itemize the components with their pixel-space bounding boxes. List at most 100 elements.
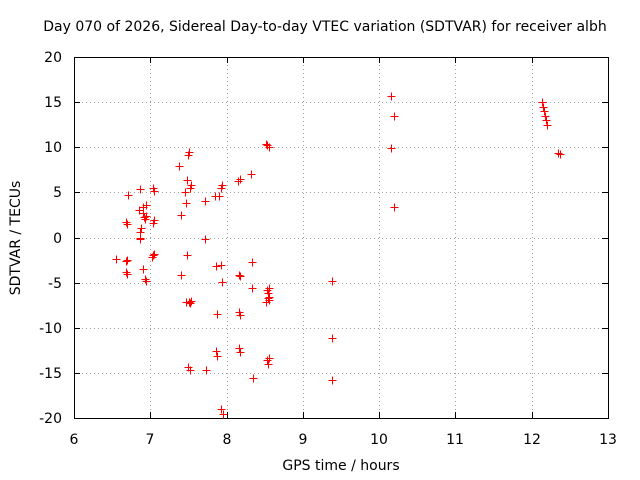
data-points (112, 92, 565, 419)
y-axis-title: SDTVAR / TECUs (8, 181, 24, 296)
data-point (556, 150, 565, 159)
data-point (142, 277, 151, 286)
x-tick-label: 10 (370, 432, 388, 448)
data-point (122, 257, 131, 266)
y-tick-label: -5 (48, 276, 62, 292)
data-point (175, 162, 184, 171)
x-tick-label: 6 (70, 432, 79, 448)
data-point (218, 181, 227, 190)
data-point (150, 250, 159, 259)
data-point (142, 201, 151, 210)
data-point (183, 251, 192, 260)
data-point (136, 185, 145, 194)
data-point (201, 235, 210, 244)
data-point (213, 352, 222, 361)
data-point (185, 148, 194, 157)
data-point (123, 220, 132, 229)
data-point (185, 298, 194, 307)
x-tick-label: 8 (223, 432, 232, 448)
data-point (137, 224, 146, 233)
data-point (390, 112, 399, 121)
data-point (186, 366, 195, 375)
data-point (248, 258, 257, 267)
data-point (181, 188, 190, 197)
data-point (328, 376, 337, 385)
data-point (177, 211, 186, 220)
data-point (265, 143, 274, 152)
data-point (328, 277, 337, 286)
x-tick-label: 7 (146, 432, 155, 448)
data-point (182, 199, 191, 208)
data-point (187, 297, 196, 306)
data-point (123, 270, 132, 279)
data-point (265, 284, 274, 293)
data-point (149, 251, 158, 260)
data-point (219, 410, 228, 419)
data-point (390, 203, 399, 212)
data-point (235, 271, 244, 280)
data-point (112, 255, 121, 264)
data-point (387, 144, 396, 153)
y-tick-label: 10 (44, 140, 62, 156)
data-point (540, 107, 549, 116)
y-tick-label: 15 (44, 95, 62, 111)
data-point (217, 405, 226, 414)
data-point (538, 98, 547, 107)
y-tick-label: 0 (53, 231, 62, 247)
data-point (236, 175, 245, 184)
x-tick-label: 13 (599, 432, 617, 448)
data-point (249, 374, 258, 383)
grid (74, 57, 608, 418)
data-point (124, 191, 133, 200)
data-point (122, 218, 131, 227)
data-point (248, 284, 257, 293)
data-point (263, 356, 272, 365)
x-tick-labels: 6 7 8 9 10 11 12 13 (70, 432, 617, 448)
data-point (215, 192, 224, 201)
data-point (236, 348, 245, 357)
x-tick-label: 9 (299, 432, 308, 448)
data-point (140, 213, 149, 222)
y-tick-label: -15 (39, 366, 62, 382)
data-point (263, 141, 272, 150)
y-tick-labels: -20 -15 -10 -5 0 5 10 15 20 (39, 50, 62, 427)
data-point (177, 271, 186, 280)
data-point (217, 261, 226, 270)
y-tick-label: 20 (44, 50, 62, 66)
data-point (247, 170, 256, 179)
axis-ticks (74, 57, 609, 419)
data-point (212, 347, 221, 356)
data-point (201, 197, 210, 206)
data-point (186, 299, 195, 308)
data-point (328, 334, 337, 343)
data-point (213, 310, 222, 319)
data-point (150, 187, 159, 196)
data-point (539, 103, 548, 112)
data-point (136, 235, 145, 244)
data-point (183, 176, 192, 185)
data-point (264, 294, 273, 303)
data-point (236, 272, 245, 281)
data-point (554, 149, 563, 158)
data-point (212, 262, 221, 271)
data-point (202, 366, 211, 375)
data-point (387, 92, 396, 101)
data-point (142, 212, 151, 221)
data-point (265, 354, 274, 363)
data-point (236, 311, 245, 320)
y-tick-label: -20 (39, 411, 62, 427)
x-axis-title: GPS time / hours (282, 458, 399, 474)
data-point (543, 121, 552, 130)
y-tick-label: -10 (39, 321, 62, 337)
data-point (264, 360, 273, 369)
data-point (218, 278, 227, 287)
data-point (141, 275, 150, 284)
data-point (187, 181, 196, 190)
data-point (541, 112, 550, 121)
data-point (542, 116, 551, 125)
data-point (122, 268, 131, 277)
data-point (123, 256, 132, 265)
x-tick-label: 11 (446, 432, 464, 448)
x-tick-label: 12 (523, 432, 541, 448)
